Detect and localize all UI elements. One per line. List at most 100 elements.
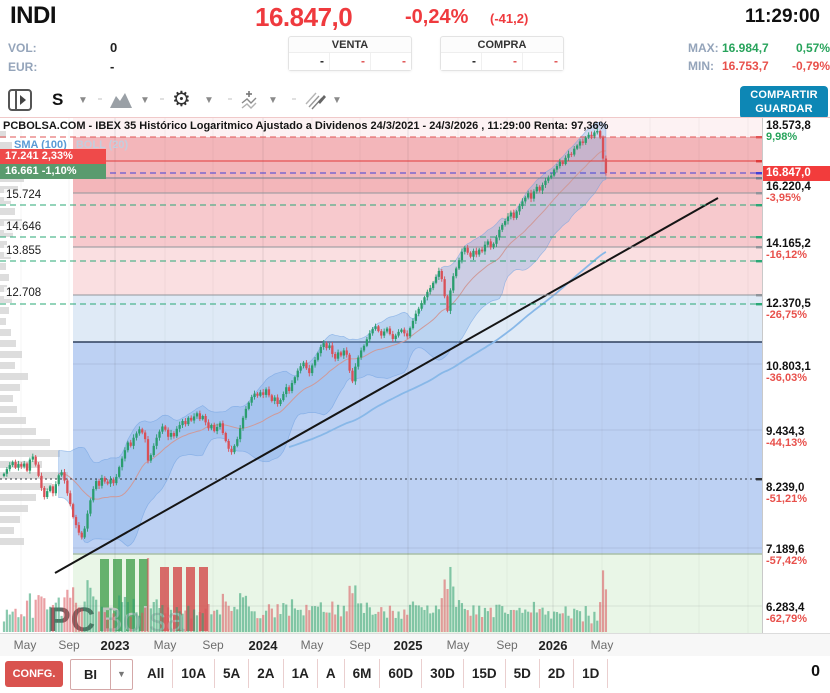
range-button-10a[interactable]: 10A (173, 659, 216, 688)
candle-body (503, 221, 507, 225)
volume-bar (213, 610, 216, 632)
time-axis-month[interactable]: May (446, 638, 470, 652)
volume-profile-bar (0, 241, 7, 248)
volume-bar (43, 598, 46, 632)
time-axis-month[interactable]: May (590, 638, 614, 652)
candle-body (463, 247, 466, 252)
time-axis-month[interactable]: Sep (58, 638, 80, 652)
candle-body (89, 500, 92, 514)
range-button-2a[interactable]: 2A (249, 659, 284, 688)
volume-bar (561, 613, 564, 632)
settings-caret[interactable]: ▼ (204, 94, 214, 106)
candle-body (69, 493, 72, 505)
range-button-2d[interactable]: 2D (540, 659, 575, 688)
candle-body (164, 426, 167, 430)
volume-bar (599, 602, 602, 632)
range-button-30d[interactable]: 30D (422, 659, 464, 688)
range-button-5d[interactable]: 5D (506, 659, 540, 688)
mountain-icon (110, 93, 132, 108)
candle-body (443, 279, 446, 297)
volume-bar (311, 606, 314, 632)
volume-bar (109, 608, 112, 632)
range-button-6m[interactable]: 6M (345, 659, 381, 688)
time-axis-year[interactable]: 2025 (393, 638, 423, 653)
price-zone (73, 247, 762, 295)
time-axis[interactable]: May Sep 2023 May Sep 2024 May Sep 2025 May Sep 2026… (0, 633, 830, 657)
interval-caret-icon[interactable]: ▼ (110, 660, 132, 689)
volume-bar (590, 623, 593, 632)
time-axis-year[interactable]: 2026 (538, 638, 568, 653)
candle-body (437, 271, 441, 277)
candle-body (573, 148, 576, 155)
candle-body (11, 462, 14, 466)
range-button-15d[interactable]: 15D (464, 659, 506, 688)
volume-bar (342, 605, 345, 632)
volume-bar (535, 612, 538, 632)
time-axis-month[interactable]: Sep (496, 638, 518, 652)
volume-bar (509, 609, 512, 632)
share-save-button[interactable]: COMPARTIR GUARDAR (740, 86, 828, 119)
volume-bar (23, 616, 26, 632)
price-axis[interactable]: 18.573,8 9,98% 16.220,4 -3,95% 14.165,2 -16,1… (762, 118, 830, 634)
chart-type-caret[interactable]: ▼ (140, 94, 150, 106)
max-percent: 0,57% (795, 41, 830, 55)
time-axis-month[interactable]: May (153, 638, 177, 652)
indicators-caret[interactable]: ▼ (268, 94, 278, 106)
volume-bar (264, 610, 268, 632)
chart-type-button[interactable] (110, 86, 132, 114)
volume-bar (489, 607, 492, 632)
range-button-1a[interactable]: 1A (284, 659, 318, 688)
eur-value: - (110, 59, 115, 74)
range-button-all[interactable]: All (139, 659, 174, 688)
volume-bar (270, 608, 273, 632)
volume-bar (123, 596, 127, 632)
candle-body (380, 331, 383, 336)
volume-bar (486, 611, 489, 632)
draw-tools-caret[interactable]: ▼ (332, 94, 342, 106)
range-button-60d[interactable]: 60D (380, 659, 423, 688)
time-axis-year[interactable]: 2024 (248, 638, 278, 653)
candle-body (411, 320, 415, 329)
candle-body (426, 291, 429, 298)
volume-profile-bar (0, 340, 16, 347)
candle-body (120, 458, 124, 468)
axis-price-label: 16.220,4 (766, 181, 811, 193)
volume-bar (429, 613, 432, 632)
trend-line[interactable] (54, 197, 719, 574)
draw-tools-button[interactable] (304, 86, 328, 114)
compra-cell-qty: - (472, 54, 476, 68)
volume-profile-bar (0, 329, 11, 336)
time-axis-month[interactable]: Sep (202, 638, 224, 652)
range-button-a[interactable]: A (318, 659, 345, 688)
candle-body (239, 428, 242, 440)
config-button[interactable]: CONFG. (5, 661, 63, 687)
candle-body (357, 357, 360, 367)
range-button-1d[interactable]: 1D (574, 659, 609, 688)
volume-bar (20, 614, 23, 632)
time-axis-year[interactable]: 2023 (100, 638, 130, 653)
series-style-caret[interactable]: ▼ (78, 94, 88, 106)
candle-body (169, 433, 173, 437)
candle-body (423, 297, 426, 304)
settings-button[interactable]: ⚙ (172, 86, 191, 114)
panel-toggle-button[interactable] (7, 86, 33, 114)
interval-dropdown[interactable]: BI ▼ (70, 659, 133, 690)
candle-body (311, 365, 314, 374)
candle-body (362, 345, 366, 351)
candle-body (391, 334, 394, 339)
volume-bar (552, 611, 556, 632)
range-button-5a[interactable]: 5A (215, 659, 250, 688)
chart-area[interactable]: PCBolsa 18.573,89,98% 16.220,4-3,95% 14.16… (0, 117, 830, 656)
indicators-button[interactable] (241, 86, 263, 114)
candle-body (359, 350, 363, 358)
time-axis-month[interactable]: Sep (349, 638, 371, 652)
chart-title: PCBOLSA.COM - IBEX 35 Histórico Logaritm… (3, 120, 609, 132)
volume-bar (469, 615, 472, 632)
volume-bar (550, 618, 553, 632)
volume-bar (570, 618, 573, 632)
time-axis-month[interactable]: May (13, 638, 37, 652)
series-style-button[interactable]: S (52, 86, 63, 114)
time-axis-month[interactable]: May (300, 638, 324, 652)
volume-bar (204, 608, 207, 632)
candle-body (190, 417, 193, 421)
